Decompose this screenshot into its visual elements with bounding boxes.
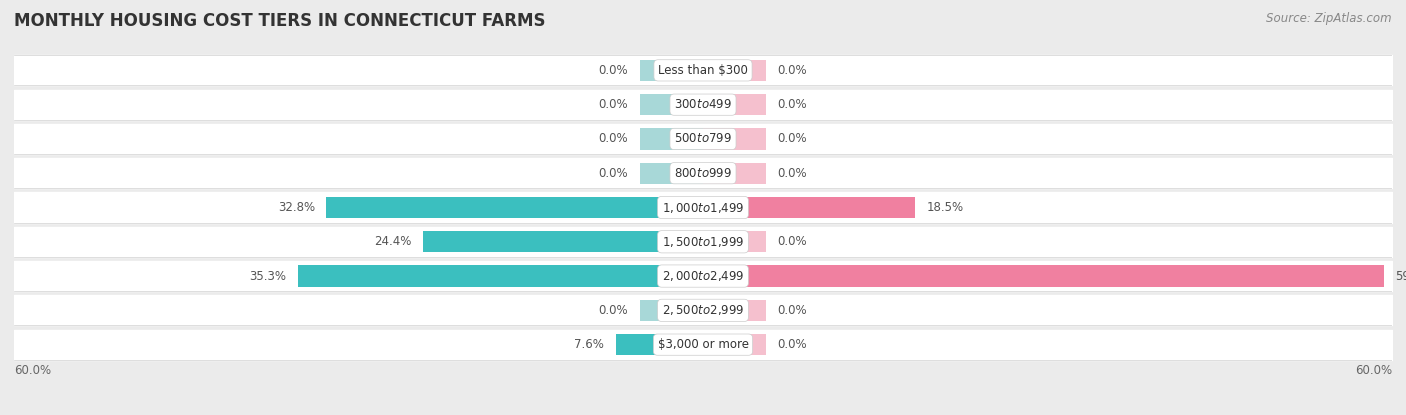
Text: 0.0%: 0.0% <box>599 167 628 180</box>
Text: $300 to $499: $300 to $499 <box>673 98 733 111</box>
Text: 59.3%: 59.3% <box>1395 270 1406 283</box>
Text: 0.0%: 0.0% <box>778 64 807 77</box>
Text: MONTHLY HOUSING COST TIERS IN CONNECTICUT FARMS: MONTHLY HOUSING COST TIERS IN CONNECTICU… <box>14 12 546 30</box>
Text: 7.6%: 7.6% <box>575 338 605 351</box>
Bar <box>423 231 703 252</box>
Text: $500 to $799: $500 to $799 <box>673 132 733 145</box>
Text: $1,000 to $1,499: $1,000 to $1,499 <box>662 200 744 215</box>
Text: 18.5%: 18.5% <box>927 201 965 214</box>
Text: 0.0%: 0.0% <box>599 132 628 145</box>
Text: $800 to $999: $800 to $999 <box>673 167 733 180</box>
Text: Source: ZipAtlas.com: Source: ZipAtlas.com <box>1267 12 1392 25</box>
Bar <box>640 300 703 321</box>
Text: 0.0%: 0.0% <box>778 98 807 111</box>
Bar <box>298 266 703 287</box>
Text: 32.8%: 32.8% <box>278 201 315 214</box>
Bar <box>640 94 703 115</box>
Bar <box>616 334 703 355</box>
Text: 0.0%: 0.0% <box>599 64 628 77</box>
Bar <box>640 163 703 184</box>
Text: $3,000 or more: $3,000 or more <box>658 338 748 351</box>
Bar <box>703 334 766 355</box>
Text: 0.0%: 0.0% <box>778 167 807 180</box>
Bar <box>703 300 766 321</box>
Bar <box>326 197 703 218</box>
Bar <box>703 60 766 81</box>
Text: Less than $300: Less than $300 <box>658 64 748 77</box>
Text: $1,500 to $1,999: $1,500 to $1,999 <box>662 235 744 249</box>
Bar <box>703 266 1384 287</box>
Text: 0.0%: 0.0% <box>778 304 807 317</box>
Bar <box>703 94 766 115</box>
Bar <box>703 231 766 252</box>
Text: 35.3%: 35.3% <box>249 270 287 283</box>
Bar <box>640 60 703 81</box>
Text: 24.4%: 24.4% <box>374 235 412 248</box>
Text: 0.0%: 0.0% <box>778 338 807 351</box>
Bar <box>703 197 915 218</box>
Bar <box>640 128 703 149</box>
Text: 0.0%: 0.0% <box>778 132 807 145</box>
Text: 0.0%: 0.0% <box>599 98 628 111</box>
Bar <box>703 163 766 184</box>
Text: 60.0%: 60.0% <box>14 364 51 377</box>
Text: 0.0%: 0.0% <box>778 235 807 248</box>
Bar <box>703 128 766 149</box>
Text: 0.0%: 0.0% <box>599 304 628 317</box>
Text: $2,500 to $2,999: $2,500 to $2,999 <box>662 303 744 317</box>
Text: $2,000 to $2,499: $2,000 to $2,499 <box>662 269 744 283</box>
Text: 60.0%: 60.0% <box>1355 364 1392 377</box>
